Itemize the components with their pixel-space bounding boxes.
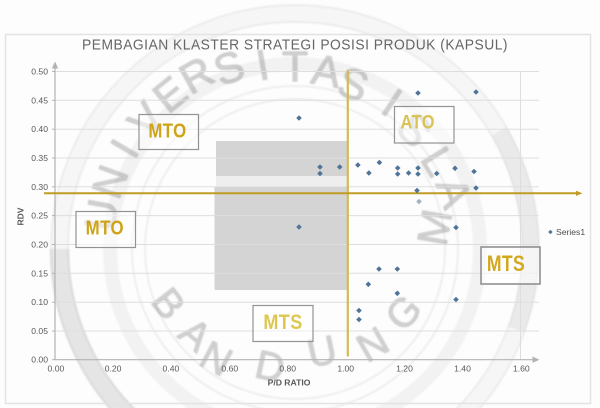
svg-text:N: N — [349, 319, 396, 372]
svg-text:MTO: MTO — [148, 119, 186, 142]
svg-text:RDV: RDV — [16, 207, 26, 225]
svg-text:MTS: MTS — [263, 311, 302, 335]
svg-text:1.60: 1.60 — [513, 364, 530, 374]
svg-text:0.10: 0.10 — [31, 297, 48, 307]
svg-text:0.35: 0.35 — [31, 153, 48, 163]
svg-text:PEMBAGIAN KLASTER STRATEGI POS: PEMBAGIAN KLASTER STRATEGI POSISI PRODUK… — [82, 38, 508, 54]
svg-text:1.20: 1.20 — [396, 364, 413, 374]
svg-text:1.00: 1.00 — [337, 364, 354, 374]
svg-text:Series1: Series1 — [556, 227, 585, 237]
svg-text:ATO: ATO — [401, 111, 435, 133]
svg-text:0.00: 0.00 — [31, 355, 48, 365]
svg-text:0.45: 0.45 — [31, 95, 48, 105]
svg-text:0.05: 0.05 — [31, 326, 48, 336]
svg-text:0.25: 0.25 — [31, 211, 48, 221]
svg-text:0.15: 0.15 — [31, 268, 48, 278]
svg-text:T: T — [282, 43, 308, 91]
svg-text:0.40: 0.40 — [31, 124, 48, 134]
svg-text:P/D RATIO: P/D RATIO — [268, 378, 311, 388]
svg-text:1.40: 1.40 — [454, 364, 471, 374]
svg-text:MTO: MTO — [86, 216, 124, 239]
svg-text:0.80: 0.80 — [279, 364, 296, 374]
svg-text:0.50: 0.50 — [31, 67, 48, 77]
svg-text:0.20: 0.20 — [31, 240, 48, 250]
svg-text:0.00: 0.00 — [48, 364, 65, 374]
svg-text:0.30: 0.30 — [31, 182, 48, 192]
svg-text:MTS: MTS — [487, 252, 525, 276]
svg-text:0.40: 0.40 — [163, 364, 180, 374]
svg-text:0.60: 0.60 — [221, 364, 238, 374]
svg-text:0.20: 0.20 — [105, 364, 122, 374]
